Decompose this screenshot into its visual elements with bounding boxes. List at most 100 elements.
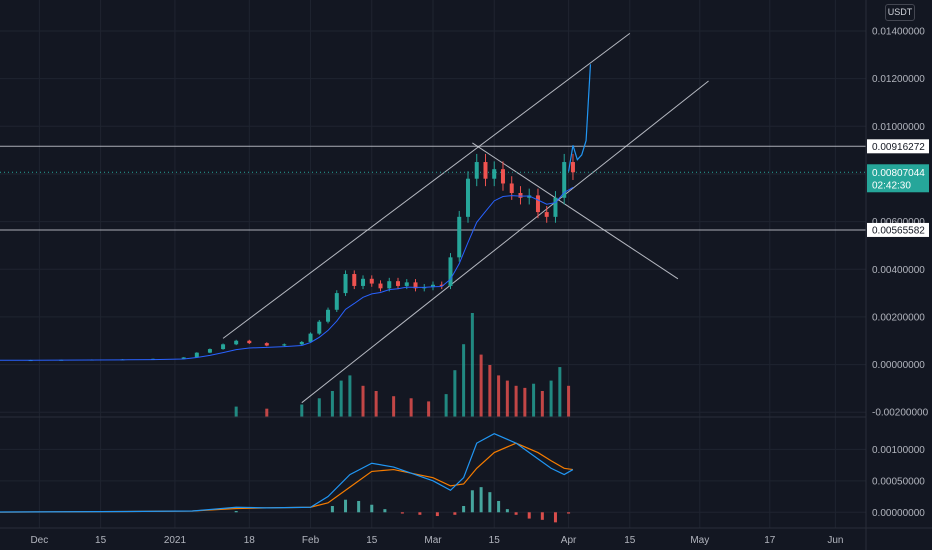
horizontal-levels[interactable] [0, 145, 866, 231]
candle [562, 162, 567, 198]
candle [378, 283, 383, 289]
time-tick-label: 2021 [164, 535, 187, 546]
candle [535, 195, 540, 213]
time-tick-label: 15 [624, 535, 636, 546]
trend-line [472, 142, 679, 280]
macd-line [0, 433, 574, 513]
candle [465, 178, 470, 217]
macd-axis[interactable]: 0.00100000 0.00050000 0.00000000 [872, 445, 925, 519]
time-tick-label: Apr [561, 535, 577, 546]
candle [264, 343, 269, 346]
time-tick-label: Mar [424, 535, 442, 546]
histogram-bar [553, 512, 557, 523]
candle [474, 162, 479, 179]
price-tick-label: 0.00000000 [872, 360, 925, 371]
volume-bar [505, 380, 509, 417]
trend-line [301, 80, 709, 404]
volume-bar [330, 391, 334, 417]
candle [500, 169, 505, 184]
candle [308, 333, 313, 342]
histogram-bar [383, 509, 387, 513]
level-price-tag [867, 139, 929, 154]
price-tick-label: 0.01000000 [872, 122, 925, 133]
candle [234, 340, 239, 345]
price-candles[interactable] [0, 153, 575, 362]
price-tick-label: 0.00400000 [872, 265, 925, 276]
histogram-bar [497, 500, 501, 513]
candle [448, 257, 453, 286]
candle [181, 357, 186, 359]
time-tick-label: Jun [827, 535, 843, 546]
grid-lines [0, 0, 866, 528]
volume-bar [532, 383, 536, 417]
volume-bar [462, 344, 466, 417]
histogram-bar [479, 487, 483, 513]
level-price-label: 0.00916272 [872, 142, 925, 153]
candle [387, 281, 392, 289]
candle [247, 340, 252, 344]
candle [361, 278, 366, 286]
moving-average-line [0, 186, 574, 361]
time-tick-label: 15 [366, 535, 378, 546]
histogram-bar [357, 500, 361, 513]
trend-channel-lines[interactable] [222, 32, 709, 404]
price-tick-label: 0.00200000 [872, 312, 925, 323]
volume-bar [374, 391, 378, 417]
volume-bar [514, 385, 518, 417]
time-tick-label: 17 [764, 535, 776, 546]
candle [483, 162, 488, 179]
volume-bar [567, 385, 571, 417]
volume-bar [453, 370, 457, 417]
candle [352, 274, 357, 286]
volume-bar [348, 375, 352, 417]
candle [396, 281, 401, 286]
volume-bar [540, 391, 544, 417]
projection-line [567, 64, 592, 172]
price-tick-label: 0.00600000 [872, 217, 925, 228]
volume-bar [317, 398, 321, 417]
candle [457, 216, 462, 258]
volume-bar [444, 394, 448, 417]
candle [527, 195, 532, 198]
candle [317, 321, 322, 334]
volume-bar [470, 313, 474, 417]
volume-bar [409, 398, 413, 417]
candle [439, 284, 444, 286]
candle [282, 344, 287, 346]
volume-bar [488, 365, 492, 417]
histogram-bar [514, 512, 518, 515]
last-price-tag [867, 164, 929, 193]
level-price-label: 0.00565582 [872, 225, 925, 236]
histogram-bar [330, 506, 334, 513]
time-tick-label: May [690, 535, 709, 546]
histogram-bar [527, 512, 531, 519]
volume-bar [392, 396, 396, 417]
candle [194, 352, 199, 358]
histogram-bar [344, 499, 348, 513]
volume-bar [265, 408, 269, 417]
time-axis[interactable]: Dec 15 2021 18 Feb 15 Mar 15 Apr 15 May 17 Jun [30, 535, 843, 546]
volume-bar [234, 406, 238, 417]
histogram-bar [567, 512, 571, 514]
histogram-bar [453, 512, 457, 515]
candle [544, 212, 549, 217]
price-tick-label: -0.00200000 [872, 408, 929, 419]
time-tick-label: Feb [302, 535, 320, 546]
histogram-bar [234, 511, 238, 513]
candle [509, 183, 514, 194]
time-tick-label: 18 [244, 535, 256, 546]
macd-tick-label: 0.00000000 [872, 508, 925, 519]
candle [404, 282, 409, 286]
time-tick-label: 15 [489, 535, 501, 546]
currency-button[interactable]: USDT [885, 4, 915, 21]
projection-path[interactable] [567, 64, 592, 172]
macd-tick-label: 0.00100000 [872, 445, 925, 456]
histogram-bar [418, 512, 422, 515]
volume-bar [497, 375, 501, 417]
candle [299, 341, 304, 345]
candle [553, 197, 558, 217]
histogram-bar [540, 512, 544, 520]
volume-bar [300, 404, 304, 417]
candle [431, 284, 435, 288]
